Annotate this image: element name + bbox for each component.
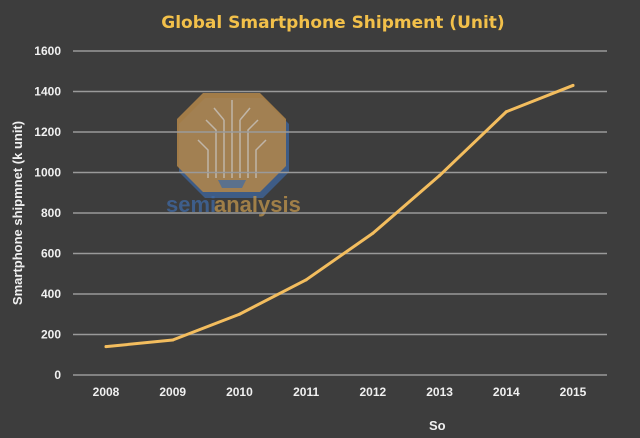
- y-tick-label: 1000: [34, 166, 61, 180]
- x-axis-ticks: 2008 2009 2010 2011 2012 2013 2014 2015: [93, 385, 587, 399]
- y-tick-label: 400: [41, 287, 61, 301]
- x-tick-label: 2014: [493, 385, 520, 399]
- y-tick-label: 0: [54, 368, 61, 382]
- y-tick-label: 1200: [34, 125, 61, 139]
- chart-title: Global Smartphone Shipment (Unit): [161, 13, 504, 33]
- semianalysis-watermark: semi analysis: [166, 93, 301, 217]
- data-point: [304, 278, 308, 282]
- y-tick-label: 1400: [34, 85, 61, 99]
- x-tick-label: 2010: [226, 385, 253, 399]
- x-tick-label: 2012: [360, 385, 387, 399]
- series-layer: [104, 83, 575, 349]
- y-axis-label: Smartphone shipmnet (k unit): [10, 121, 25, 305]
- source-note: So: [429, 418, 446, 433]
- data-point: [571, 83, 575, 87]
- y-axis-ticks: 0 200 400 600 800 1000 1200 1400 1600: [34, 44, 61, 382]
- y-tick-label: 200: [41, 328, 61, 342]
- data-point: [104, 345, 108, 349]
- data-point: [171, 338, 175, 342]
- series-line: [104, 83, 575, 349]
- y-tick-label: 800: [41, 206, 61, 220]
- tree-icon: [197, 100, 267, 188]
- x-tick-label: 2011: [293, 385, 319, 399]
- y-tick-label: 600: [41, 247, 61, 261]
- data-point: [371, 231, 375, 235]
- x-tick-label: 2015: [560, 385, 587, 399]
- gridlines: [73, 50, 607, 376]
- x-tick-label: 2013: [426, 385, 453, 399]
- data-point: [237, 312, 241, 316]
- x-tick-label: 2009: [159, 385, 186, 399]
- y-tick-label: 1600: [34, 44, 61, 58]
- x-tick-label: 2008: [93, 385, 120, 399]
- data-point: [438, 174, 442, 178]
- data-point: [504, 110, 508, 114]
